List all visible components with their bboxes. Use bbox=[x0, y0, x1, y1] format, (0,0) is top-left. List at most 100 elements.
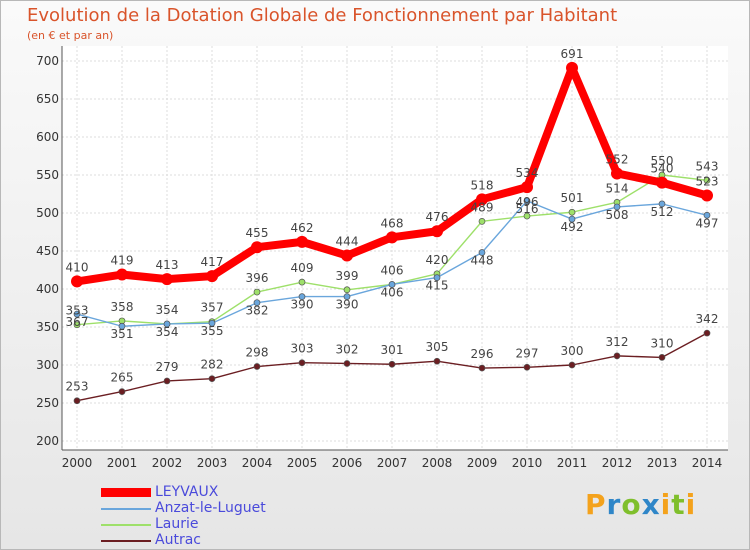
data-point-2 bbox=[343, 286, 351, 294]
data-point-1 bbox=[163, 320, 171, 328]
data-label-3: 305 bbox=[426, 340, 449, 354]
data-label-2: 399 bbox=[336, 269, 359, 283]
x-tick-label: 2008 bbox=[422, 456, 453, 470]
y-tick-label: 400 bbox=[36, 282, 59, 296]
data-label-1: 382 bbox=[246, 304, 269, 318]
legend-label-leyvaux: LEYVAUX bbox=[155, 484, 219, 500]
x-tick-label: 2000 bbox=[62, 456, 93, 470]
data-label-1: 512 bbox=[651, 205, 674, 219]
data-label-1: 390 bbox=[291, 298, 314, 312]
data-label-1: 415 bbox=[426, 279, 449, 293]
data-point-1 bbox=[298, 293, 306, 300]
data-point-0 bbox=[161, 273, 173, 286]
data-point-3 bbox=[118, 388, 126, 395]
data-point-0 bbox=[341, 249, 353, 262]
data-label-0: 455 bbox=[246, 226, 269, 240]
data-point-3 bbox=[523, 363, 531, 371]
data-label-2: 496 bbox=[516, 195, 539, 209]
data-point-2 bbox=[568, 208, 576, 216]
data-point-0 bbox=[386, 231, 398, 244]
logo-letter: t bbox=[671, 488, 686, 521]
data-point-3 bbox=[343, 360, 351, 367]
data-point-3 bbox=[613, 352, 621, 360]
data-point-0 bbox=[611, 167, 623, 180]
data-label-3: 302 bbox=[336, 342, 359, 356]
data-point-1 bbox=[73, 310, 81, 318]
logo-letter: P bbox=[585, 488, 607, 521]
data-label-1: 354 bbox=[156, 325, 179, 339]
logo-letter: x bbox=[641, 488, 661, 521]
data-label-1: 390 bbox=[336, 298, 359, 312]
data-point-3 bbox=[658, 354, 666, 361]
logo-letter: r bbox=[606, 488, 622, 521]
data-label-1: 351 bbox=[111, 327, 134, 341]
data-label-2: 409 bbox=[291, 261, 314, 275]
data-label-3: 342 bbox=[696, 312, 719, 326]
x-tick-label: 2006 bbox=[332, 456, 363, 470]
data-label-0: 540 bbox=[651, 162, 674, 176]
data-label-3: 301 bbox=[381, 343, 404, 357]
y-tick-label: 450 bbox=[36, 244, 59, 258]
data-label-0: 523 bbox=[696, 175, 719, 189]
legend-label-autrac: Autrac bbox=[155, 532, 201, 548]
data-label-2: 550 bbox=[651, 154, 674, 168]
data-point-2 bbox=[73, 321, 81, 329]
data-label-2: 514 bbox=[606, 181, 629, 195]
data-label-3: 279 bbox=[156, 360, 179, 374]
data-point-0 bbox=[431, 225, 443, 238]
data-label-3: 265 bbox=[111, 371, 134, 385]
data-point-3 bbox=[73, 397, 81, 405]
data-point-1 bbox=[208, 319, 216, 327]
data-point-0 bbox=[476, 193, 488, 206]
data-point-3 bbox=[478, 364, 486, 372]
y-tick-label: 650 bbox=[36, 92, 59, 106]
x-tick-label: 2003 bbox=[197, 456, 228, 470]
legend-label-laurie: Laurie bbox=[155, 516, 199, 532]
data-label-0: 691 bbox=[561, 47, 584, 61]
data-label-2: 353 bbox=[66, 304, 89, 318]
data-point-3 bbox=[298, 359, 306, 367]
data-point-1 bbox=[253, 299, 261, 307]
legend-swatch-autrac bbox=[101, 540, 151, 542]
chart-subtitle: (en € et par an) bbox=[27, 29, 114, 42]
logo-letter: i bbox=[685, 488, 697, 521]
data-point-2 bbox=[703, 176, 711, 184]
data-point-3 bbox=[163, 377, 171, 385]
x-tick-label: 2009 bbox=[467, 456, 498, 470]
data-label-1: 355 bbox=[201, 324, 224, 338]
proxiti-logo: Proxiti bbox=[585, 488, 696, 521]
data-point-2 bbox=[298, 278, 306, 286]
data-point-3 bbox=[433, 357, 441, 365]
data-point-1 bbox=[478, 249, 486, 256]
data-label-3: 297 bbox=[516, 346, 539, 360]
data-point-2 bbox=[523, 212, 531, 220]
logo-letter: i bbox=[660, 488, 672, 521]
data-point-2 bbox=[478, 218, 486, 225]
legend-swatch-anzat bbox=[101, 508, 151, 510]
y-tick-label: 250 bbox=[36, 396, 59, 410]
x-tick-label: 2001 bbox=[107, 456, 138, 470]
y-tick-label: 500 bbox=[36, 206, 59, 220]
data-point-0 bbox=[296, 235, 308, 248]
data-point-0 bbox=[701, 189, 713, 202]
data-label-0: 417 bbox=[201, 255, 224, 269]
logo-letter: o bbox=[621, 488, 642, 521]
x-tick-label: 2014 bbox=[692, 456, 723, 470]
data-point-1 bbox=[433, 274, 441, 281]
data-point-0 bbox=[251, 241, 263, 254]
data-label-1: 406 bbox=[381, 285, 404, 299]
data-label-0: 444 bbox=[336, 235, 359, 249]
data-label-2: 543 bbox=[696, 159, 719, 173]
legend-label-anzat: Anzat-le-Luguet bbox=[155, 500, 266, 516]
data-point-0 bbox=[116, 268, 128, 281]
data-label-3: 303 bbox=[291, 342, 314, 356]
data-label-1: 367 bbox=[66, 315, 89, 329]
data-label-1: 508 bbox=[606, 208, 629, 222]
data-point-1 bbox=[613, 203, 621, 211]
data-point-1 bbox=[343, 293, 351, 300]
y-tick-label: 350 bbox=[36, 320, 59, 334]
data-point-1 bbox=[703, 211, 711, 219]
data-point-1 bbox=[388, 281, 396, 288]
data-label-1: 516 bbox=[516, 202, 539, 216]
